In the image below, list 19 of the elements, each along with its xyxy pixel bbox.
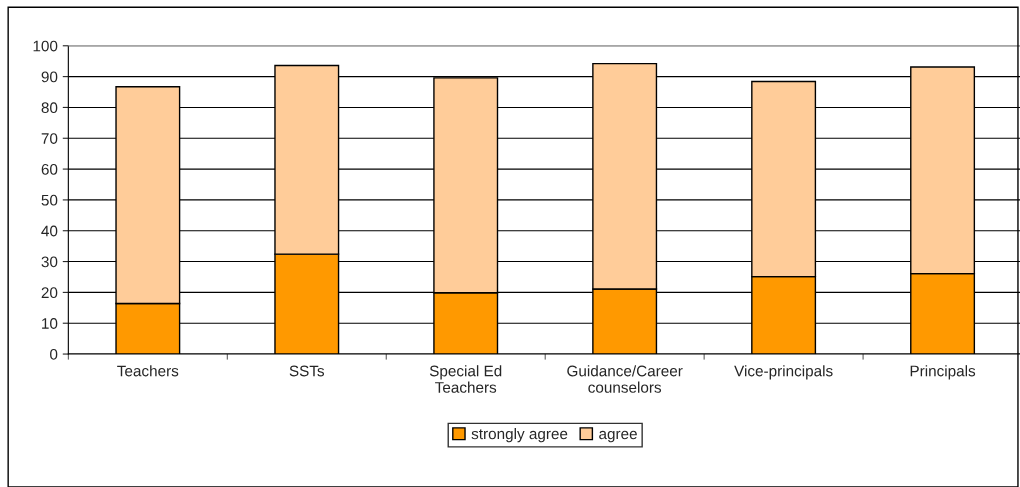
y-tick-label: 50 [41, 194, 58, 206]
y-tick-label: 20 [41, 287, 58, 299]
x-tick-label: SSTs [289, 365, 325, 377]
y-tick-label: 10 [42, 318, 58, 329]
legend-label: agree [599, 430, 637, 443]
y-tick-label: 0 [50, 348, 58, 360]
legend-label: strongly agree [471, 428, 568, 443]
x-tick-label: Principals [910, 365, 976, 380]
x-tick-label: Teachers [117, 365, 179, 377]
y-tick-label: 30 [41, 256, 58, 268]
y-tick-label: 80 [41, 102, 58, 114]
y-tick-label: 100 [33, 40, 58, 52]
x-tick-label: Vice-principals [734, 365, 833, 380]
y-tick-label: 60 [41, 163, 58, 175]
y-tick-label: 90 [41, 71, 58, 83]
x-tick-label: Special Ed Teachers [429, 365, 502, 393]
y-tick-label: 70 [41, 133, 58, 144]
x-tick-label: Guidance/Career counselors [567, 365, 683, 393]
y-tick-label: 40 [41, 225, 58, 237]
